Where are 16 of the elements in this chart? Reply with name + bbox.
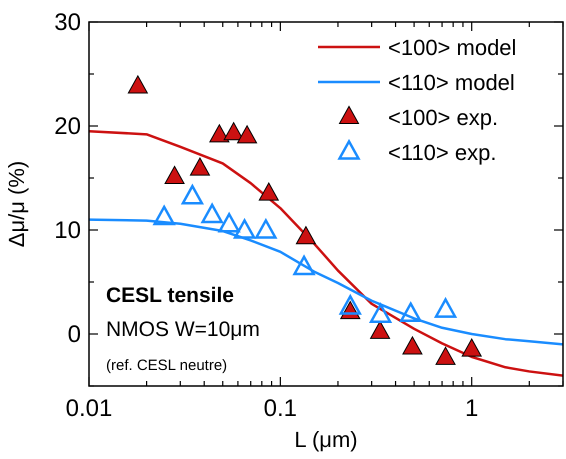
annotation: (ref. CESL neutre) (106, 357, 228, 374)
x-tick-label: 0.1 (264, 395, 298, 422)
y-axis-title: Δμ/μ (%) (4, 160, 29, 248)
y-tick-label: 20 (54, 113, 81, 140)
x-axis-title: L (μm) (294, 427, 358, 452)
y-tick-label: 30 (54, 9, 81, 36)
legend-label: <110> model (388, 70, 515, 95)
y-tick-label: 0 (68, 321, 81, 348)
legend-label: <100> exp. (388, 105, 498, 130)
legend-label: <100> model (388, 35, 516, 60)
x-tick-label: 1 (465, 395, 478, 422)
x-tick-label: 0.01 (66, 395, 112, 422)
annotation: NMOS W=10μm (106, 318, 260, 341)
y-tick-label: 10 (54, 217, 81, 244)
legend-label: <110> exp. (388, 140, 496, 165)
annotation: CESL tensile (106, 284, 234, 307)
